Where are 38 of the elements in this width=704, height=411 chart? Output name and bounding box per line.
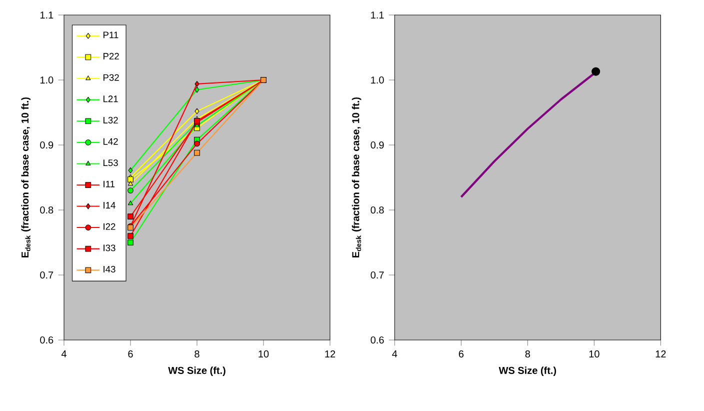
x-tick-label: 12 bbox=[325, 350, 336, 358]
y-tick-label: 0.8 bbox=[40, 206, 54, 214]
x-tick-label: 6 bbox=[128, 350, 133, 358]
x-tick-label: 10 bbox=[258, 350, 269, 358]
legend-label: I33 bbox=[104, 244, 116, 252]
y-tick-label: 0.6 bbox=[40, 336, 54, 344]
legend-label: L32 bbox=[104, 116, 118, 124]
legend-label: I11 bbox=[104, 180, 115, 188]
x-tick-label: 4 bbox=[61, 350, 66, 358]
x-tick-label: 6 bbox=[458, 350, 464, 358]
legend-label: I22 bbox=[104, 223, 116, 230]
y-tick-label: 0.9 bbox=[40, 141, 54, 149]
legend-label: L53 bbox=[104, 160, 118, 166]
x-axis-title: WS Size (ft.) bbox=[498, 366, 556, 376]
y-tick-label: 0.8 bbox=[370, 206, 384, 214]
x-axis-title: WS Size (ft.) bbox=[168, 366, 226, 376]
legend-label: L21 bbox=[104, 96, 118, 102]
text: E$_{desk}$ (fraction of base case, 10 ft.) bbox=[21, 97, 31, 258]
x-tick-label: 12 bbox=[656, 350, 666, 358]
x-tick-label: 4 bbox=[392, 350, 398, 358]
y-tick-label: 1.1 bbox=[371, 12, 384, 18]
legend-label: P11 bbox=[104, 32, 118, 38]
y-tick-label: 0.9 bbox=[370, 141, 384, 149]
x-tick-label: 8 bbox=[525, 350, 530, 358]
y-tick-label: 0.6 bbox=[370, 336, 384, 344]
x-tick-label: 8 bbox=[194, 350, 200, 358]
x-tick-label: 10 bbox=[589, 350, 600, 358]
legend-label: P32 bbox=[104, 74, 119, 81]
legend-label: L42 bbox=[104, 138, 118, 145]
text: E$_{desk}$ (fraction of base case, 10 ft.) bbox=[352, 97, 362, 258]
y-tick-label: 1.1 bbox=[40, 12, 54, 18]
legend-label: P22 bbox=[104, 52, 119, 60]
y-tick-label: 1.0 bbox=[371, 76, 384, 84]
y-tick-label: 1.0 bbox=[40, 76, 54, 84]
y-tick-label: 0.7 bbox=[370, 271, 384, 279]
y-tick-label: 0.7 bbox=[40, 271, 54, 279]
legend-label: I43 bbox=[104, 266, 116, 272]
legend-label: I14 bbox=[104, 202, 116, 208]
